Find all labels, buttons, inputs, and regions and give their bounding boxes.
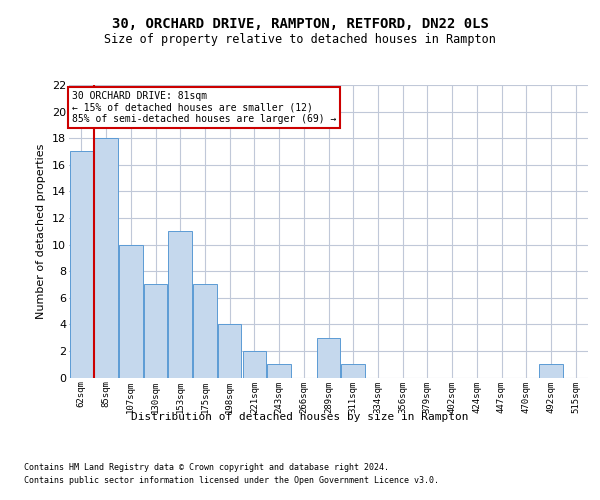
- Bar: [144, 284, 167, 378]
- Bar: [242, 351, 266, 378]
- Bar: [70, 152, 93, 378]
- Bar: [193, 284, 217, 378]
- Text: Contains public sector information licensed under the Open Government Licence v3: Contains public sector information licen…: [24, 476, 439, 485]
- Bar: [539, 364, 563, 378]
- Bar: [119, 244, 143, 378]
- Text: 30, ORCHARD DRIVE, RAMPTON, RETFORD, DN22 0LS: 30, ORCHARD DRIVE, RAMPTON, RETFORD, DN2…: [112, 18, 488, 32]
- Y-axis label: Number of detached properties: Number of detached properties: [37, 144, 46, 319]
- Text: 30 ORCHARD DRIVE: 81sqm
← 15% of detached houses are smaller (12)
85% of semi-de: 30 ORCHARD DRIVE: 81sqm ← 15% of detache…: [71, 91, 336, 124]
- Bar: [94, 138, 118, 378]
- Bar: [169, 231, 192, 378]
- Bar: [317, 338, 340, 378]
- Text: Distribution of detached houses by size in Rampton: Distribution of detached houses by size …: [131, 412, 469, 422]
- Bar: [341, 364, 365, 378]
- Bar: [268, 364, 291, 378]
- Text: Contains HM Land Registry data © Crown copyright and database right 2024.: Contains HM Land Registry data © Crown c…: [24, 462, 389, 471]
- Text: Size of property relative to detached houses in Rampton: Size of property relative to detached ho…: [104, 32, 496, 46]
- Bar: [218, 324, 241, 378]
